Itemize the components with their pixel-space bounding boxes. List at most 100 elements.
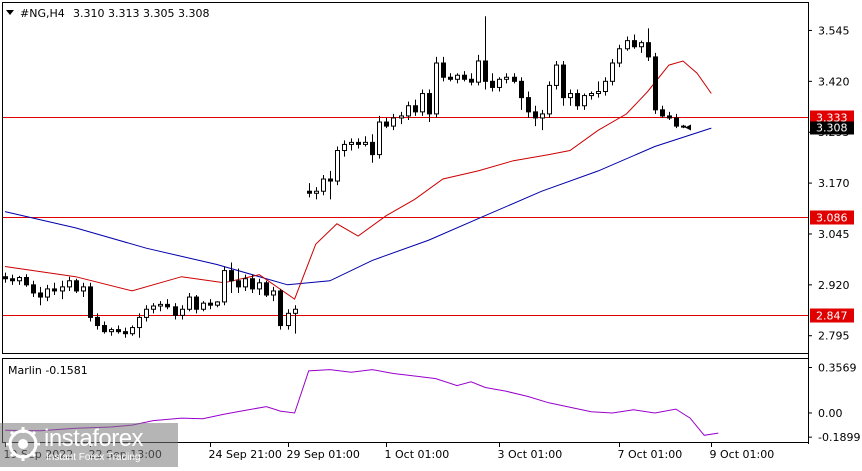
bullish-candle: [455, 74, 460, 80]
level-price-tag: [810, 110, 854, 125]
bullish-candle: [151, 305, 156, 310]
price-tick-label: 3.170: [818, 177, 850, 190]
level-price-tag: [810, 210, 854, 225]
bullish-candle: [293, 308, 298, 314]
bullish-candle: [335, 150, 340, 182]
time-tick-label: 7 Oct 01:00: [618, 448, 683, 461]
time-tick-label: 9 Oct 01:00: [710, 448, 775, 461]
bearish-candle: [483, 60, 488, 82]
bearish-candle: [441, 62, 446, 78]
bearish-candle: [653, 56, 658, 111]
bearish-candle: [427, 93, 432, 115]
bullish-candle: [158, 303, 163, 307]
bullish-candle: [568, 93, 573, 99]
bearish-candle: [88, 286, 93, 318]
current-price-tag: [810, 121, 854, 135]
price-tick-label: 2.795: [818, 330, 850, 343]
price-tick-label: 3.420: [818, 75, 850, 88]
bearish-candle: [462, 74, 467, 80]
bearish-candle: [229, 270, 234, 282]
dropdown-triangle-icon[interactable]: [6, 10, 14, 15]
bearish-candle: [681, 125, 686, 128]
instaforex-logo-icon: [6, 427, 40, 461]
bullish-candle: [222, 270, 227, 303]
bullish-candle: [130, 327, 135, 335]
bullish-candle: [349, 141, 354, 145]
oscillator-axis: 0.3569 0.00 -0.1899: [808, 361, 860, 444]
bullish-candle: [504, 76, 509, 80]
bullish-candle: [144, 308, 149, 318]
marlin-line: [4, 369, 719, 436]
level-price-tag: [810, 308, 854, 323]
bearish-candle: [370, 141, 375, 156]
bullish-candle: [137, 316, 142, 329]
current-price-label: 3.308: [816, 122, 848, 135]
bullish-candle: [17, 277, 22, 282]
bearish-candle: [95, 316, 100, 327]
bearish-candle: [526, 97, 531, 113]
bullish-candle: [603, 80, 608, 93]
bearish-candle: [519, 80, 524, 99]
bearish-candle: [512, 76, 517, 82]
bullish-candle: [377, 121, 382, 156]
bullish-candle: [625, 40, 630, 50]
price-tick-label: 3.045: [818, 228, 850, 241]
bearish-candle: [448, 76, 453, 80]
bearish-candle: [10, 278, 15, 282]
bearish-candle: [674, 117, 679, 127]
moving-averages: [4, 60, 712, 300]
bullish-candle: [314, 190, 319, 194]
watermark-tagline: Instant Forex Trading: [46, 452, 141, 463]
bullish-candle: [540, 113, 545, 119]
level-price-label: 3.333: [816, 112, 848, 125]
bullish-candle: [286, 312, 291, 327]
bearish-candle: [667, 115, 672, 119]
oscillator-tick-label: 0.3569: [818, 361, 857, 374]
symbol-label: #NG,H4: [20, 7, 65, 20]
bearish-candle: [328, 178, 333, 182]
bullish-candle: [81, 286, 86, 292]
oscillator-tick-label: 0.00: [818, 407, 843, 420]
current-price-marker: [685, 124, 691, 131]
bearish-candle: [490, 80, 495, 88]
bearish-candle: [632, 40, 637, 48]
bullish-candle: [201, 302, 206, 310]
bullish-candle: [67, 280, 72, 288]
bullish-candle: [180, 308, 185, 316]
bearish-candle: [533, 111, 538, 119]
bullish-candle: [639, 42, 644, 48]
bullish-candle: [497, 78, 502, 88]
bearish-candle: [173, 306, 178, 316]
bearish-candle: [413, 105, 418, 113]
bullish-candle: [547, 84, 552, 115]
bearish-candle: [236, 280, 241, 288]
horizontal-levels: [3, 117, 808, 316]
bullish-candle: [582, 95, 587, 107]
instaforex-watermark: instaforex Instant Forex Trading: [0, 423, 178, 467]
bullish-candle: [610, 62, 615, 82]
oscillator-tick-label: -0.1899: [818, 431, 860, 444]
bullish-candle: [363, 141, 368, 145]
bearish-candle: [356, 141, 361, 145]
bearish-candle: [52, 288, 57, 292]
bullish-candle: [434, 62, 439, 115]
bearish-candle: [31, 284, 36, 294]
bearish-candle: [660, 109, 665, 117]
bullish-candle: [476, 60, 481, 83]
bearish-candle: [165, 303, 170, 308]
bearish-candle: [264, 282, 269, 296]
bearish-candle: [3, 276, 8, 280]
bearish-candle: [102, 325, 107, 333]
ohlc-values: 3.310 3.313 3.305 3.308: [73, 7, 209, 20]
bullish-candle: [589, 93, 594, 97]
time-tick-label: 29 Sep 01:00: [287, 448, 360, 461]
marlin-oscillator: [4, 369, 719, 436]
bearish-candle: [307, 190, 312, 194]
bearish-candle: [38, 292, 43, 298]
bullish-candle: [554, 64, 559, 86]
bullish-candle: [617, 48, 622, 64]
price-panel-frame: [2, 2, 809, 354]
bullish-candle: [596, 91, 601, 95]
bearish-candle: [116, 329, 121, 333]
